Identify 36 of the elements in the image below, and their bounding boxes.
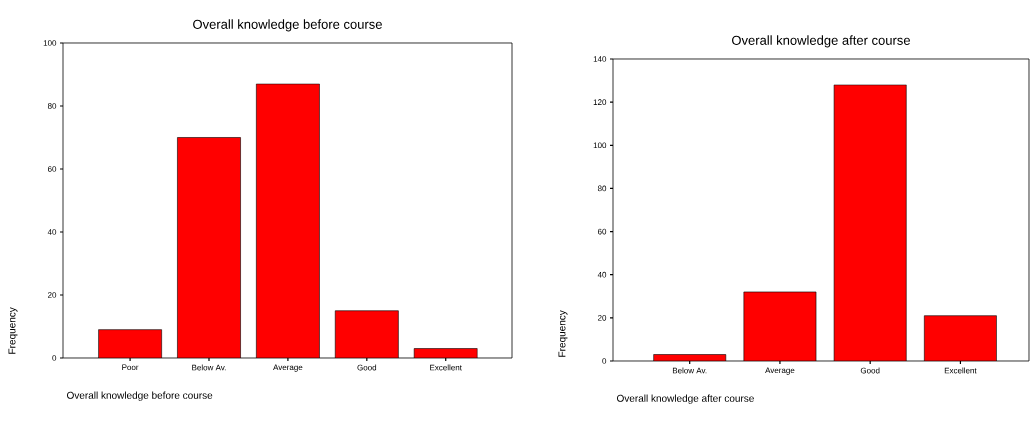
- x-tick-label: Poor: [122, 364, 139, 371]
- y-tick-label: 60: [597, 228, 607, 235]
- y-axis-title: Frequency: [558, 310, 568, 357]
- bar: [335, 310, 399, 358]
- y-tick-label: 80: [597, 185, 607, 192]
- y-tick-label: 0: [602, 358, 607, 364]
- y-tick-label: 120: [593, 99, 607, 105]
- y-tick-label: 100: [593, 142, 607, 149]
- bar: [924, 315, 997, 361]
- chart-title: Overall knowledge after course: [732, 35, 910, 48]
- x-tick-label: Good: [357, 364, 377, 371]
- chart-title: Overall knowledge before course: [193, 19, 382, 32]
- x-tick-label: Excellent: [944, 367, 977, 374]
- x-tick-label: Below Av.: [672, 367, 707, 374]
- bar: [743, 291, 817, 361]
- x-tick-label: Average: [765, 367, 795, 375]
- y-tick-label: 40: [597, 271, 607, 278]
- y-tick-label: 60: [47, 166, 57, 172]
- bar: [256, 83, 320, 358]
- y-tick-label: 80: [47, 103, 57, 109]
- bar: [98, 329, 162, 358]
- x-tick-label: Average: [273, 364, 303, 372]
- bar: [834, 84, 907, 361]
- x-axis-title: Overall knowledge before course: [67, 391, 213, 401]
- x-axis-title: Overall knowledge after course: [617, 394, 754, 404]
- x-tick-label: Below Av.: [192, 364, 226, 371]
- y-tick-label: 40: [47, 229, 57, 235]
- bar: [177, 137, 241, 358]
- y-tick-label: 0: [52, 355, 57, 361]
- y-axis-title: Frequency: [8, 307, 18, 354]
- y-tick-label: 20: [47, 292, 57, 298]
- y-tick-label: 20: [597, 315, 607, 321]
- x-tick-label: Good: [860, 367, 880, 374]
- y-tick-label: 100: [43, 40, 57, 46]
- x-tick-label: Excellent: [430, 364, 462, 371]
- y-tick-label: 140: [593, 56, 607, 62]
